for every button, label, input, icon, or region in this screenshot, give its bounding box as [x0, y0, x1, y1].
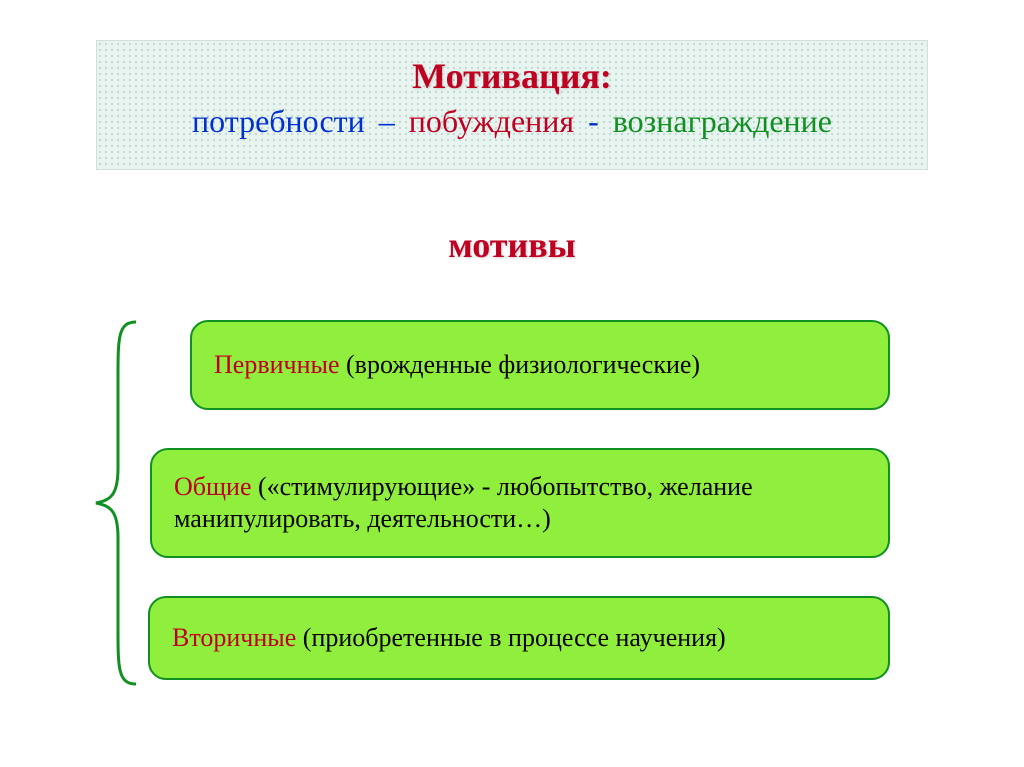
- pill-lead: Первичные: [214, 350, 346, 379]
- header-subtitle: потребности – побуждения - вознаграждени…: [97, 103, 927, 140]
- motive-pill-general: Общие («стимулирующие» - любопытство, же…: [150, 448, 890, 558]
- motive-pill-primary: Первичные (врожденные физиологические): [190, 320, 890, 410]
- sub-drives: побуждения: [409, 103, 574, 139]
- sub-dash-2: -: [588, 103, 599, 139]
- pill-lead: Общие: [174, 472, 258, 501]
- sub-reward: вознаграждение: [613, 103, 832, 139]
- curly-brace-icon: [90, 318, 144, 688]
- sub-needs: потребности: [192, 103, 365, 139]
- motive-pill-secondary: Вторичные (приобретенные в процессе науч…: [148, 596, 890, 680]
- pill-rest: («стимулирующие» - любопытство, желание …: [174, 472, 753, 534]
- pill-rest: (врожденные физиологические): [346, 350, 700, 379]
- pill-rest: (приобретенные в процессе научения): [303, 623, 726, 652]
- motives-heading: мотивы: [0, 224, 1024, 266]
- header-title: Мотивация:: [97, 55, 927, 97]
- header-box: Мотивация: потребности – побуждения - во…: [96, 40, 928, 170]
- sub-dash-1: –: [379, 103, 395, 139]
- pill-lead: Вторичные: [172, 623, 303, 652]
